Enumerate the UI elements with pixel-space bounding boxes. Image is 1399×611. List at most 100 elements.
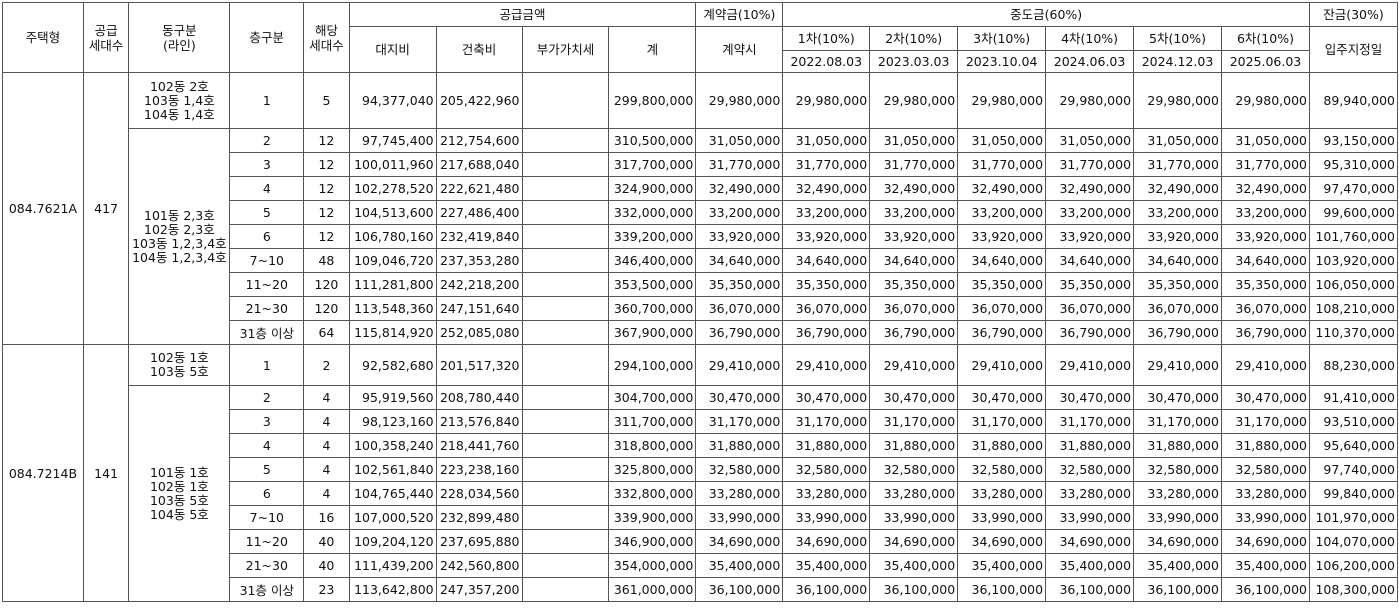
installment-cell: 30,470,000 (1133, 385, 1222, 410)
table-row: 21~30 120 113,548,360 247,151,640 360,700,00… (3, 296, 1399, 321)
header-land: 대지비 (348, 26, 437, 73)
building-line: 104동 5호 (149, 506, 209, 522)
installment-cell: 36,100,000 (869, 577, 959, 602)
installment-cell: 35,400,000 (1220, 553, 1310, 578)
header-installment-label: 1차(10%) (782, 26, 871, 51)
units-cell: 120 (303, 272, 350, 297)
building-lines-cell: 101동 2,3호 102동 2,3호 103동 1,2,3,4호 104동 1,2,… (128, 128, 231, 345)
installment-cell: 36,790,000 (957, 320, 1047, 345)
header-balance: 잔금(30%) (1308, 2, 1399, 27)
installment-cell: 31,880,000 (782, 433, 871, 458)
land-price-cell: 104,765,440 (348, 481, 437, 506)
balance-cell: 97,740,000 (1308, 457, 1399, 482)
total-price-cell: 324,900,000 (608, 176, 697, 201)
installment-cell: 31,880,000 (1220, 433, 1310, 458)
building-line: 102동 1호 (149, 478, 209, 494)
units-cell: 12 (303, 152, 350, 177)
installment-cell: 31,770,000 (1133, 152, 1222, 177)
installment-cell: 32,580,000 (1045, 457, 1135, 482)
installment-cell: 30,470,000 (1045, 385, 1135, 410)
balance-cell: 101,760,000 (1308, 224, 1399, 249)
header-installment-date: 2025.06.03 (1220, 50, 1310, 73)
header-installment-label: 5차(10%) (1133, 26, 1222, 51)
table-row: 4 12 102,278,520 222,621,480 324,900,000 32,4… (3, 176, 1399, 201)
vat-cell (521, 296, 610, 321)
balance-cell: 108,210,000 (1308, 296, 1399, 321)
land-price-cell: 115,814,920 (348, 320, 437, 345)
contract-cell: 34,690,000 (695, 529, 784, 554)
installment-cell: 33,990,000 (782, 505, 871, 530)
table-row: 084.7214B 141 102동 1호 103동 5호 1 2 92,582,680 20… (2, 344, 1399, 602)
total-price-cell: 360,700,000 (608, 296, 697, 321)
floor-cell: 2 (229, 128, 305, 153)
unit-type-cell: 084.7214B (2, 344, 84, 602)
table-row: 11~20 120 111,281,800 242,218,200 353,500,00… (3, 272, 1399, 297)
land-price-cell: 94,377,040 (348, 72, 437, 129)
installment-cell: 33,990,000 (957, 505, 1047, 530)
header-type: 주택형 (2, 2, 84, 73)
installment-cell: 35,350,000 (957, 272, 1047, 297)
floor-cell: 5 (229, 200, 305, 225)
installment-cell: 36,070,000 (1133, 296, 1222, 321)
balance-cell: 95,640,000 (1308, 433, 1399, 458)
balance-cell: 95,310,000 (1308, 152, 1399, 177)
land-price-cell: 111,439,200 (348, 553, 437, 578)
header-balance-sub: 입주지정일 (1308, 26, 1399, 73)
floor-cell: 3 (229, 409, 305, 434)
balance-cell: 106,050,000 (1308, 272, 1399, 297)
installment-cell: 31,170,000 (957, 409, 1047, 434)
installment-cell: 33,920,000 (957, 224, 1047, 249)
installment-cell: 33,280,000 (1220, 481, 1310, 506)
contract-cell: 31,050,000 (695, 128, 784, 153)
building-line: 104동 1,2,3,4호 (132, 249, 227, 265)
installment-cell: 31,880,000 (1133, 433, 1222, 458)
installment-cell: 36,100,000 (1045, 577, 1135, 602)
floor-cell: 11~20 (229, 529, 305, 554)
table-row: 31층 이상 64 115,814,920 252,085,080 367,900,00… (3, 320, 1399, 345)
construction-price-cell: 212,754,600 (435, 128, 523, 153)
contract-cell: 32,490,000 (695, 176, 784, 201)
installment-cell: 29,410,000 (782, 344, 871, 386)
contract-cell: 33,200,000 (695, 200, 784, 225)
table-row: 21~30 40 111,439,200 242,560,800 354,000,000… (3, 553, 1399, 578)
total-price-cell: 310,500,000 (608, 128, 697, 153)
installment-cell: 33,990,000 (869, 505, 959, 530)
header-installment-date: 2024.06.03 (1045, 50, 1135, 73)
contract-cell: 36,070,000 (695, 296, 784, 321)
construction-price-cell: 218,441,760 (435, 433, 523, 458)
units-cell: 40 (303, 553, 350, 578)
vat-cell (521, 272, 610, 297)
installment-cell: 33,280,000 (869, 481, 959, 506)
installment-cell: 32,580,000 (869, 457, 959, 482)
vat-cell (521, 176, 610, 201)
installment-cell: 36,070,000 (957, 296, 1047, 321)
table-row: 7~10 48 109,046,720 237,353,280 346,400,000 3… (3, 248, 1399, 273)
balance-cell: 93,150,000 (1308, 128, 1399, 153)
installment-cell: 31,770,000 (1220, 152, 1310, 177)
installment-cell: 34,640,000 (1220, 248, 1310, 273)
table-row: 3 12 100,011,960 217,688,040 317,700,000 31,7… (3, 152, 1399, 177)
floor-cell: 4 (229, 176, 305, 201)
table-row: 084.7621A 417 102동 2호 103동 1,4호 104동 1,4호 1 5 9… (2, 72, 1399, 345)
vat-cell (521, 72, 610, 129)
floor-cell: 4 (229, 433, 305, 458)
contract-cell: 31,770,000 (695, 152, 784, 177)
units-cell: 40 (303, 529, 350, 554)
installment-cell: 34,640,000 (869, 248, 959, 273)
contract-cell: 33,280,000 (695, 481, 784, 506)
installment-cell: 34,640,000 (1045, 248, 1135, 273)
construction-price-cell: 217,688,040 (435, 152, 523, 177)
table-row: 5 4 102,561,840 223,238,160 325,800,000 32,58… (3, 457, 1399, 482)
total-price-cell: 367,900,000 (608, 320, 697, 345)
installment-cell: 29,980,000 (1045, 72, 1135, 129)
construction-price-cell: 222,621,480 (435, 176, 523, 201)
contract-cell: 35,400,000 (695, 553, 784, 578)
header-building: 동구분 (라인) (128, 2, 231, 73)
construction-price-cell: 228,034,560 (435, 481, 523, 506)
installment-cell: 33,920,000 (1045, 224, 1135, 249)
installment-cell: 31,050,000 (957, 128, 1047, 153)
installment-cell: 31,050,000 (1133, 128, 1222, 153)
land-price-cell: 100,358,240 (348, 433, 437, 458)
installment-cell: 31,170,000 (1220, 409, 1310, 434)
